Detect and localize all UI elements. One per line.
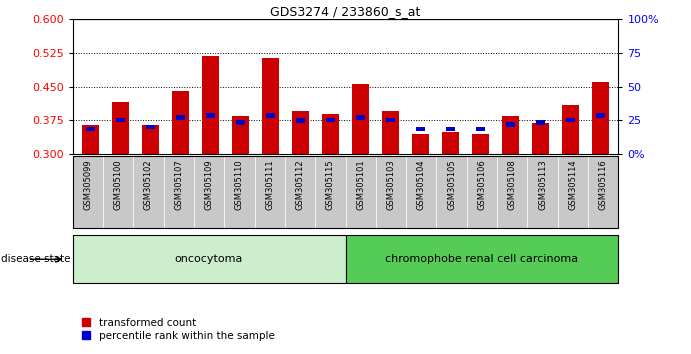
Text: GSM305112: GSM305112 <box>296 159 305 210</box>
Bar <box>322 114 339 154</box>
Text: GSM305110: GSM305110 <box>235 159 244 210</box>
Bar <box>232 116 249 154</box>
Text: GSM305104: GSM305104 <box>417 159 426 210</box>
Bar <box>413 134 428 154</box>
Text: disease state: disease state <box>1 254 71 264</box>
Bar <box>532 122 549 154</box>
Bar <box>592 82 609 154</box>
Text: GSM305111: GSM305111 <box>265 159 274 210</box>
Bar <box>596 113 605 118</box>
Text: GSM305106: GSM305106 <box>477 159 486 210</box>
Bar <box>296 118 305 122</box>
Bar <box>326 118 334 122</box>
Text: GSM305108: GSM305108 <box>508 159 517 210</box>
Bar <box>86 127 95 131</box>
Text: chromophobe renal cell carcinoma: chromophobe renal cell carcinoma <box>386 254 578 264</box>
Title: GDS3274 / 233860_s_at: GDS3274 / 233860_s_at <box>270 5 421 18</box>
Legend: transformed count, percentile rank within the sample: transformed count, percentile rank withi… <box>78 314 278 345</box>
Bar <box>142 125 159 154</box>
Bar <box>472 134 489 154</box>
Bar <box>476 127 484 131</box>
Bar <box>113 102 129 154</box>
Text: GSM305113: GSM305113 <box>538 159 547 210</box>
Bar <box>202 56 219 154</box>
Bar <box>386 118 395 122</box>
Bar <box>507 122 515 127</box>
Bar <box>536 120 545 125</box>
Bar <box>207 113 215 118</box>
Bar <box>417 127 424 131</box>
Bar <box>446 127 455 131</box>
Bar <box>172 91 189 154</box>
Text: GSM305099: GSM305099 <box>83 159 92 210</box>
Bar <box>352 85 369 154</box>
Text: GSM305116: GSM305116 <box>599 159 608 210</box>
Text: GSM305107: GSM305107 <box>174 159 183 210</box>
Text: GSM305100: GSM305100 <box>113 159 122 210</box>
Bar <box>267 113 274 118</box>
Text: GSM305114: GSM305114 <box>569 159 578 210</box>
Bar <box>442 132 459 154</box>
Text: GSM305101: GSM305101 <box>356 159 365 210</box>
Bar <box>567 118 575 122</box>
Bar <box>263 58 278 154</box>
Text: GSM305115: GSM305115 <box>326 159 335 210</box>
Bar <box>176 115 184 120</box>
Bar <box>116 118 124 122</box>
Text: GSM305102: GSM305102 <box>144 159 153 210</box>
Bar <box>382 112 399 154</box>
Bar <box>502 116 519 154</box>
Bar <box>236 120 245 125</box>
Bar <box>562 105 578 154</box>
Bar <box>357 115 365 120</box>
Text: GSM305103: GSM305103 <box>386 159 395 210</box>
Text: oncocytoma: oncocytoma <box>175 254 243 264</box>
Bar <box>292 112 309 154</box>
Text: GSM305105: GSM305105 <box>447 159 456 210</box>
Bar <box>82 125 99 154</box>
Text: GSM305109: GSM305109 <box>205 159 214 210</box>
Bar <box>146 125 155 129</box>
